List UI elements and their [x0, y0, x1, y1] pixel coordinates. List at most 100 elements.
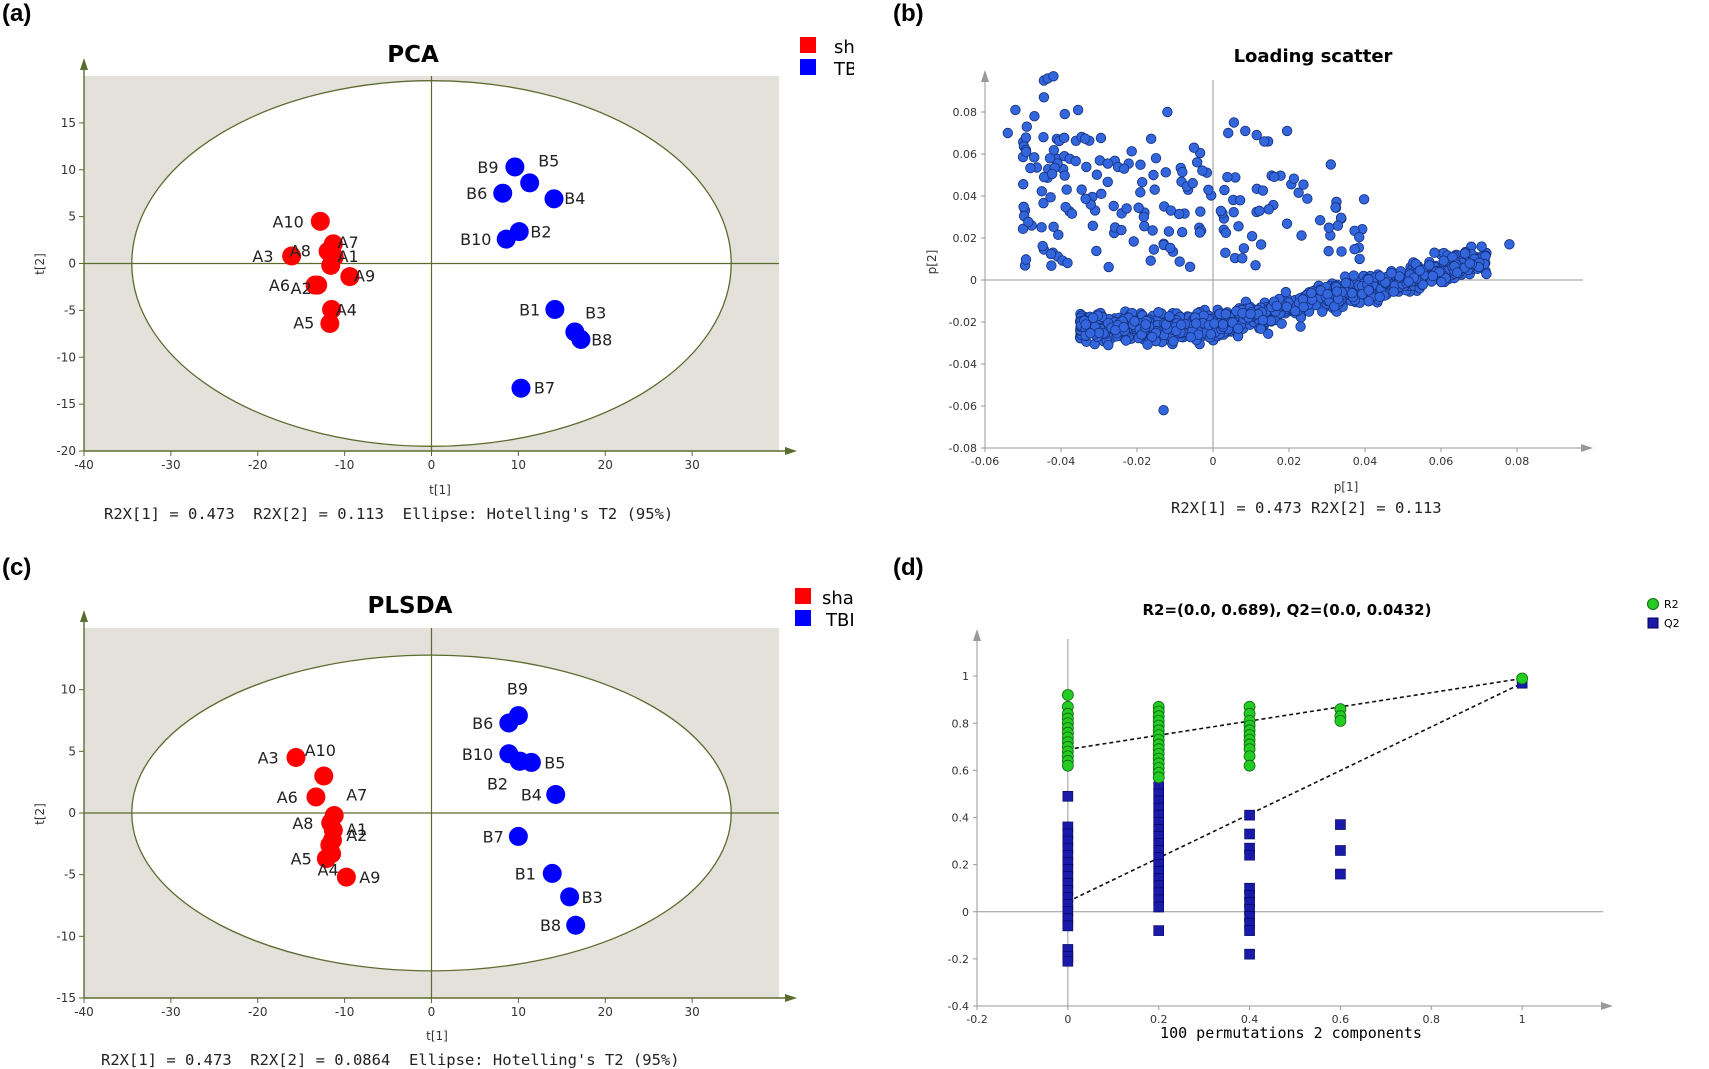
- y-tick-label: 10: [61, 163, 76, 177]
- loading-point: [1145, 133, 1157, 145]
- x-tick-label: 0.4: [1241, 1013, 1259, 1026]
- loading-point: [1190, 318, 1202, 329]
- data-point-sham: [336, 867, 356, 887]
- loading-point: [1118, 163, 1130, 174]
- legend-marker-q2: [1647, 617, 1659, 629]
- x-tick-label: 0.04: [1353, 455, 1378, 468]
- y-tick-label: 15: [61, 116, 76, 130]
- loading-point: [1217, 319, 1229, 330]
- loading-point: [1059, 132, 1070, 144]
- point-label: A5: [293, 314, 314, 333]
- loading-point: [1451, 267, 1463, 278]
- point-label: A5: [291, 850, 312, 869]
- data-point-tbi: [493, 183, 513, 203]
- x-tick-label: 10: [511, 458, 526, 472]
- point-label: A2: [291, 279, 312, 298]
- loading-point: [1363, 285, 1374, 296]
- loading-point: [1429, 247, 1440, 258]
- x-tick-label: 30: [684, 458, 699, 472]
- data-point-tbi: [544, 189, 564, 209]
- y-tick-label: -0.02: [949, 316, 977, 329]
- y-tick-label: -10: [56, 350, 76, 364]
- loading-point: [1091, 169, 1103, 180]
- loading-point: [1176, 226, 1188, 238]
- r2-point: [1243, 759, 1256, 772]
- point-label: B6: [466, 184, 487, 203]
- x-tick-label: -10: [335, 1005, 355, 1019]
- y-tick-label: -5: [64, 868, 76, 882]
- loading-point: [1185, 331, 1196, 343]
- data-point-sham: [314, 766, 334, 786]
- loading-point: [1095, 132, 1107, 144]
- chart-footer: R2X[1] = 0.473 R2X[2] = 0.113: [1171, 499, 1442, 517]
- loading-point: [1072, 104, 1084, 116]
- y-tick-label: 0.06: [953, 148, 978, 161]
- x-axis-arrow: [785, 447, 797, 455]
- point-label: A7: [346, 786, 367, 805]
- x-tick-label: -40: [74, 1005, 94, 1019]
- point-label: B10: [460, 230, 491, 249]
- loading-point: [1346, 287, 1358, 299]
- loading-point: [1048, 221, 1059, 233]
- point-label: A8: [292, 814, 313, 833]
- data-point-sham: [286, 748, 306, 767]
- q2-point: [1244, 948, 1255, 960]
- point-label: A1: [338, 247, 359, 266]
- loading-point: [1046, 260, 1057, 271]
- loading-point: [1102, 176, 1113, 188]
- loading-point: [1184, 261, 1196, 272]
- loading-point: [1129, 316, 1140, 327]
- q2-regression-line: [1067, 682, 1523, 903]
- legend: sham TBI: [795, 588, 854, 631]
- y-tick-label: 0.4: [952, 812, 970, 825]
- loading-point: [1348, 270, 1359, 281]
- permutation-chart: R2=(0.0, 0.689), Q2=(0.0, 0.0432) -0.2 0 0…: [948, 598, 1680, 1042]
- loading-point: [1018, 201, 1029, 213]
- x-axis-arrow: [785, 994, 797, 1002]
- loading-point: [1296, 230, 1307, 241]
- y-tick-label: 0.8: [952, 717, 970, 730]
- loading-point: [1020, 132, 1032, 143]
- loading-point: [1250, 260, 1261, 271]
- legend-label-q2: Q2: [1664, 617, 1680, 630]
- loading-point: [1317, 306, 1328, 317]
- q2-point: [1062, 920, 1074, 932]
- loading-point: [1147, 225, 1158, 236]
- point-label: B4: [521, 786, 542, 805]
- loading-point: [1220, 308, 1231, 320]
- loading-point: [1135, 159, 1146, 170]
- point-label: A6: [269, 276, 290, 295]
- loading-point: [1080, 319, 1091, 330]
- loading-point: [1018, 179, 1029, 190]
- loading-point: [1332, 220, 1344, 231]
- point-label: A10: [273, 212, 304, 231]
- loading-point: [1263, 204, 1274, 215]
- loading-point: [1045, 192, 1056, 203]
- panel-letter-b: (b): [893, 0, 924, 27]
- loading-point: [1102, 158, 1114, 169]
- loading-point: [1059, 170, 1070, 181]
- data-point-sham: [282, 246, 302, 266]
- loading-point: [1187, 178, 1198, 189]
- q2-point: [1244, 849, 1255, 861]
- loading-point: [1044, 153, 1056, 164]
- loading-point: [1386, 267, 1397, 279]
- loading-point: [1246, 230, 1258, 242]
- loading-point: [1096, 188, 1107, 200]
- loading-point: [1121, 203, 1132, 214]
- y-tick-label: -15: [56, 991, 76, 1005]
- loading-point: [1237, 253, 1248, 264]
- loading-point: [1059, 108, 1071, 120]
- loading-point: [1424, 260, 1435, 271]
- point-label: B5: [538, 151, 559, 170]
- loading-point: [1388, 286, 1399, 297]
- data-point-sham: [322, 844, 342, 864]
- loading-point: [1070, 155, 1081, 167]
- loading-point: [1150, 152, 1162, 164]
- loading-point: [1038, 92, 1050, 103]
- loading-point: [1293, 187, 1304, 198]
- data-point-sham: [322, 299, 342, 319]
- loading-scatter-chart: Loading scatter -0.06 -0.04 -0.02 0 0.02 0.04…: [925, 46, 1593, 517]
- panel-letter-a: (a): [2, 0, 32, 27]
- x-axis-label: t[1]: [426, 1029, 448, 1043]
